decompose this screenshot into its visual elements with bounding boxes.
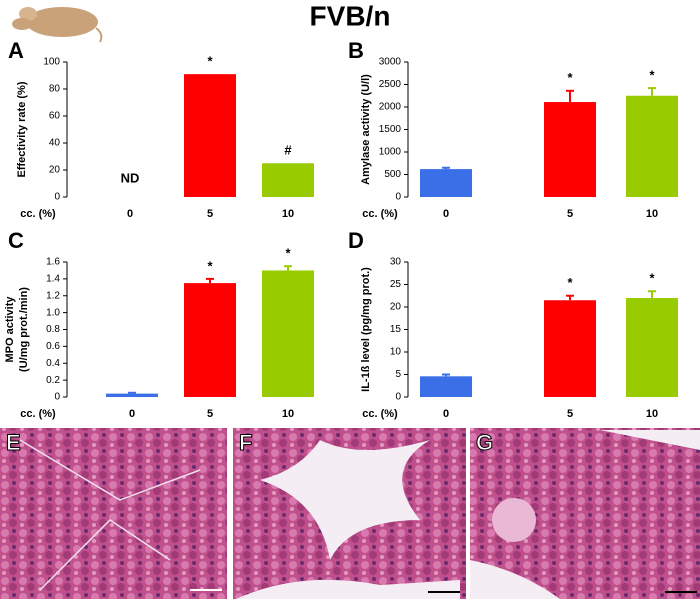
mouse-icon bbox=[12, 7, 103, 43]
image-panel-label: G bbox=[476, 430, 493, 455]
bar bbox=[626, 298, 678, 397]
bar bbox=[262, 270, 314, 397]
x-tick-label: 0 bbox=[443, 408, 449, 420]
y-tick-label: 1.2 bbox=[46, 290, 60, 301]
y-tick-label: 40 bbox=[49, 138, 61, 149]
y-tick-label: 1500 bbox=[379, 124, 402, 135]
x-tick-label: 5 bbox=[567, 408, 573, 420]
y-tick-label: 0.4 bbox=[46, 358, 60, 369]
y-tick-label: 5 bbox=[395, 369, 401, 380]
annotation: * bbox=[207, 258, 213, 273]
x-tick-label: 10 bbox=[282, 408, 294, 420]
bar bbox=[420, 169, 472, 197]
annotation: * bbox=[649, 271, 655, 286]
image-panel-label: E bbox=[6, 430, 21, 455]
annotation: * bbox=[285, 246, 291, 261]
annotation: ND bbox=[121, 170, 140, 185]
x-axis-label: cc. (%) bbox=[20, 208, 56, 220]
y-tick-label: 60 bbox=[49, 111, 61, 122]
image-panel-label: F bbox=[239, 430, 252, 455]
bar bbox=[106, 393, 158, 397]
y-tick-label: 20 bbox=[49, 165, 61, 176]
x-axis-label: cc. (%) bbox=[20, 408, 56, 420]
y-tick-label: 100 bbox=[43, 57, 60, 68]
x-tick-label: 5 bbox=[207, 208, 213, 220]
x-tick-label: 0 bbox=[129, 408, 135, 420]
x-tick-label: 10 bbox=[646, 208, 658, 220]
x-tick-label: 5 bbox=[567, 208, 573, 220]
y-tick-label: 0.2 bbox=[46, 375, 60, 386]
y-tick-label: 1.4 bbox=[46, 274, 60, 285]
x-tick-label: 5 bbox=[207, 408, 213, 420]
annotation: * bbox=[567, 275, 573, 290]
y-tick-label: 25 bbox=[390, 279, 402, 290]
histology-g bbox=[470, 428, 700, 599]
y-axis-label: Effectivity rate (%) bbox=[16, 81, 28, 177]
y-tick-label: 20 bbox=[390, 302, 402, 313]
annotation: # bbox=[284, 143, 292, 158]
panel-label: D bbox=[348, 228, 364, 253]
y-tick-label: 1.0 bbox=[46, 307, 60, 318]
y-tick-label: 0.8 bbox=[46, 324, 60, 335]
x-tick-label: 10 bbox=[282, 208, 294, 220]
y-tick-label: 0 bbox=[395, 392, 401, 403]
bar bbox=[184, 283, 236, 397]
y-tick-label: 15 bbox=[390, 324, 402, 335]
y-tick-label: 1.6 bbox=[46, 257, 60, 268]
y-axis-label: IL-1ß level (pg/mg prot.) bbox=[360, 267, 372, 392]
y-tick-label: 0 bbox=[54, 392, 60, 403]
y-tick-label: 2500 bbox=[379, 79, 402, 90]
figure-title: FVB/n bbox=[310, 0, 391, 31]
y-tick-label: 80 bbox=[49, 84, 61, 95]
x-axis-label: cc. (%) bbox=[362, 408, 398, 420]
x-tick-label: 0 bbox=[127, 208, 133, 220]
y-tick-label: 1000 bbox=[379, 147, 402, 158]
panel-label: C bbox=[8, 228, 24, 253]
panel-label: A bbox=[8, 38, 24, 63]
x-tick-label: 10 bbox=[646, 408, 658, 420]
y-tick-label: 10 bbox=[390, 347, 402, 358]
histology-f bbox=[233, 428, 466, 599]
y-axis-label: MPO activity bbox=[4, 296, 16, 363]
y-axis-label: Amylase activity (U/l) bbox=[360, 74, 372, 185]
annotation: * bbox=[649, 68, 655, 83]
annotation: * bbox=[207, 54, 213, 69]
x-axis-label: cc. (%) bbox=[362, 208, 398, 220]
y-tick-label: 3000 bbox=[379, 57, 402, 68]
x-tick-label: 0 bbox=[443, 208, 449, 220]
y-tick-label: 0 bbox=[54, 192, 60, 203]
panel-label: B bbox=[348, 38, 364, 63]
y-tick-label: 2000 bbox=[379, 102, 402, 113]
bar bbox=[544, 300, 596, 397]
y-tick-label: 0 bbox=[395, 192, 401, 203]
y-axis-label: (U/mg prot./min) bbox=[18, 287, 30, 372]
histology-e bbox=[0, 428, 227, 599]
y-tick-label: 500 bbox=[384, 169, 401, 180]
bar bbox=[544, 102, 596, 197]
y-tick-label: 30 bbox=[390, 257, 402, 268]
bar bbox=[184, 74, 236, 197]
annotation: * bbox=[567, 70, 573, 85]
y-tick-label: 0.6 bbox=[46, 341, 60, 352]
bar bbox=[626, 95, 678, 197]
bar bbox=[420, 376, 472, 397]
bar bbox=[262, 163, 314, 197]
